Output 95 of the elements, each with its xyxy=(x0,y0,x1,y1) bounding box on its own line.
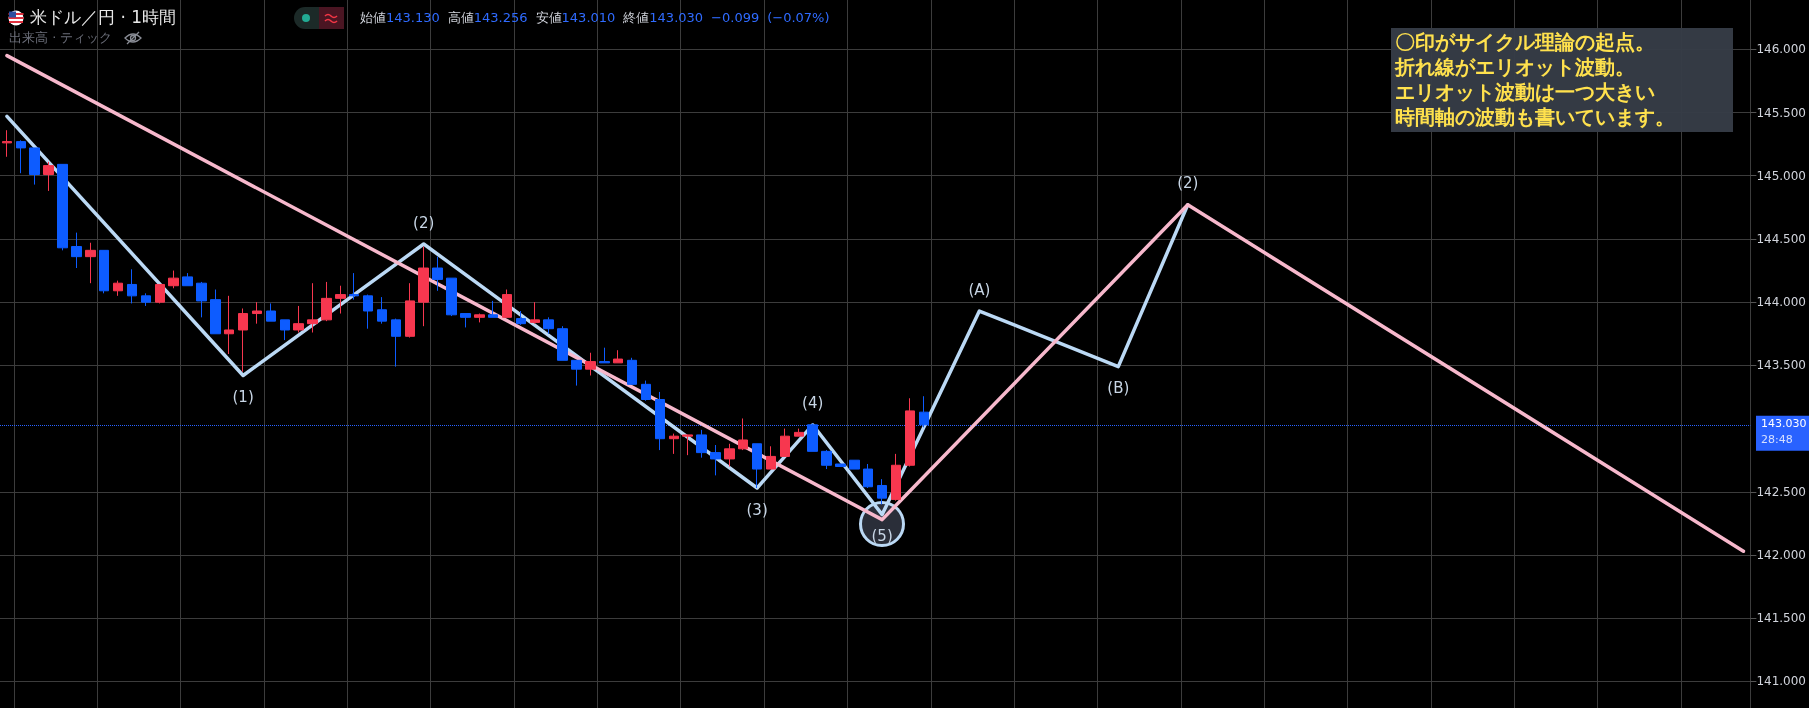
candlestick xyxy=(2,129,12,158)
candlestick xyxy=(669,433,679,455)
candlestick xyxy=(807,423,818,452)
candlestick xyxy=(238,307,248,373)
candlestick xyxy=(766,445,776,470)
y-tick-label: 145.000 xyxy=(1756,168,1806,183)
candlestick xyxy=(71,232,82,269)
ref-line-label: 143.030 xyxy=(1761,416,1807,430)
y-tick-label: 142.500 xyxy=(1756,484,1806,499)
candlestick xyxy=(57,163,68,251)
candlestick xyxy=(488,300,498,318)
candlestick xyxy=(794,428,804,437)
candlestick xyxy=(599,347,610,364)
candlestick xyxy=(446,277,457,317)
annotation: エリオット波動は一つ大きい xyxy=(1395,80,1656,105)
candlestick xyxy=(29,147,40,186)
candlestick xyxy=(585,352,596,376)
line-series xyxy=(5,53,1746,553)
candlestick xyxy=(418,246,429,327)
candlestick xyxy=(682,434,693,456)
candlestick xyxy=(335,285,346,315)
y-tick-label: 141.500 xyxy=(1756,611,1806,626)
annotation: (3) xyxy=(746,500,768,519)
candlestick xyxy=(210,289,221,335)
candlestick xyxy=(363,294,373,330)
candlestick xyxy=(99,249,109,294)
y-tick-label: 143.500 xyxy=(1756,358,1806,373)
candlestick xyxy=(863,463,873,489)
candlestick xyxy=(432,256,443,292)
annotation: 〇印がサイクル理論の起点。 xyxy=(1395,30,1656,55)
y-tick-label: 144.500 xyxy=(1756,231,1806,246)
candlestick xyxy=(530,301,540,325)
candlestick xyxy=(877,478,887,505)
candlestick xyxy=(849,459,860,470)
candlestick xyxy=(155,283,165,304)
candlestick xyxy=(252,301,262,325)
candlestick xyxy=(821,449,832,470)
candlestick xyxy=(182,272,193,287)
candlestick xyxy=(641,380,651,402)
candlestick xyxy=(85,242,96,284)
annotation: (2) xyxy=(1177,174,1199,193)
y-tick-label: 141.000 xyxy=(1756,674,1806,689)
y-tick-label: 142.000 xyxy=(1756,548,1806,563)
y-tick-label: 146.000 xyxy=(1756,42,1806,57)
candlestick xyxy=(196,281,207,318)
candlestick xyxy=(571,359,582,387)
y-tick-label: 144.000 xyxy=(1756,295,1806,310)
candlestick xyxy=(543,316,554,335)
candlestick xyxy=(405,282,415,339)
candlestick xyxy=(127,268,137,304)
candlestick xyxy=(696,429,707,459)
candlestick xyxy=(502,289,512,318)
candlestick xyxy=(516,310,526,326)
annotation: (1) xyxy=(232,387,254,406)
candlestick xyxy=(460,313,471,328)
candlestick xyxy=(613,349,623,364)
candlestick xyxy=(474,313,485,323)
candlestick xyxy=(16,139,26,174)
candlestick xyxy=(627,357,637,385)
candlestick xyxy=(752,443,762,489)
candlestick xyxy=(113,280,123,297)
annotation: 時間軸の波動も書いています。 xyxy=(1395,105,1676,130)
candlestick xyxy=(349,272,359,301)
y-tick-label: 145.500 xyxy=(1756,105,1806,120)
candlestick xyxy=(780,428,790,457)
candlestick xyxy=(43,161,54,192)
candlestick xyxy=(710,444,721,476)
annotation: (4) xyxy=(802,394,824,413)
annotation: (5) xyxy=(871,527,893,546)
annotation: (A) xyxy=(968,280,991,299)
candlestick xyxy=(557,325,568,361)
candlestick xyxy=(919,395,929,428)
text: 28:48 xyxy=(1761,432,1793,446)
candlestick xyxy=(738,417,748,451)
candlestick xyxy=(280,319,290,341)
candlestick xyxy=(321,281,332,322)
annotation: 折れ線がエリオット波動。 xyxy=(1395,55,1636,80)
candlestick xyxy=(168,270,179,289)
candlestick xyxy=(391,318,401,368)
candlestick xyxy=(141,292,151,307)
candlestick xyxy=(891,453,901,502)
candlestick xyxy=(655,391,665,451)
candlestick xyxy=(377,296,387,325)
candlestick xyxy=(293,305,304,334)
chart-title: 米ドル／円 · 1時間 xyxy=(30,6,177,29)
candlestick xyxy=(724,443,735,468)
candlestick xyxy=(224,295,234,355)
candlestick xyxy=(835,463,846,468)
annotation: (B) xyxy=(1107,379,1130,398)
candlestick xyxy=(266,302,276,322)
candlestick xyxy=(905,397,915,468)
candlestick xyxy=(307,282,318,334)
text: 始値143.130 高値143.256 安値143.010 終値143.030 −0.099 (−0.07%) xyxy=(360,9,830,25)
annotation: 出来高 · ティック xyxy=(9,29,113,47)
annotation: (2) xyxy=(413,213,435,232)
